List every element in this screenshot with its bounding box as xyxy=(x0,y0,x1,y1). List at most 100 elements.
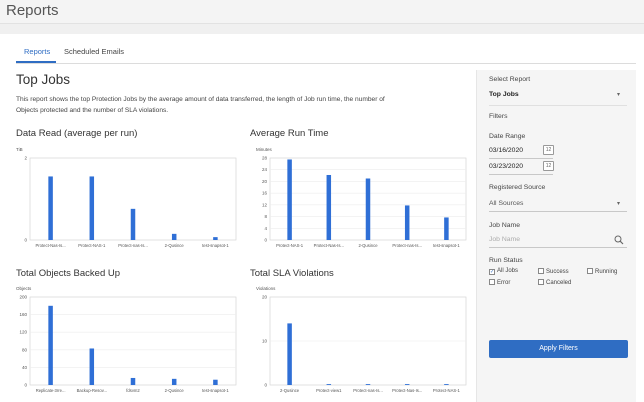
checkbox-icon xyxy=(538,268,544,274)
y-tick-label: 28 xyxy=(262,156,268,161)
chart-title-sla-violations: Total SLA Violations xyxy=(250,268,334,279)
checkbox-icon xyxy=(489,279,495,285)
chart-title-objects: Total Objects Backed Up xyxy=(16,268,121,279)
date-from-input[interactable]: 03/16/2020 xyxy=(489,147,524,154)
page-title: Top Jobs xyxy=(16,72,71,87)
tab-reports[interactable]: Reports xyxy=(24,47,51,56)
unit-label: TiB xyxy=(16,147,23,152)
bar xyxy=(365,384,371,385)
x-tick-label: 2-Qusince xyxy=(165,388,185,393)
divider xyxy=(489,105,627,106)
x-tick-label: Protect-Nas-Is... xyxy=(314,243,344,248)
y-tick-label: 4 xyxy=(264,226,267,231)
y-tick-label: 0 xyxy=(264,383,267,388)
bar xyxy=(365,178,371,240)
y-tick-label: 120 xyxy=(19,330,27,335)
x-tick-label: 2-Qusince xyxy=(358,243,378,248)
bar xyxy=(213,237,218,240)
y-tick-label: 160 xyxy=(19,312,27,317)
y-tick-label: 0 xyxy=(264,238,267,243)
status-all-jobs-checkbox[interactable]: ✓ All Jobs xyxy=(489,268,518,275)
x-tick-label: Backup-Resov... xyxy=(77,388,107,393)
run-status-label: Run Status xyxy=(489,257,523,264)
chart-title-data-read: Data Read (average per run) xyxy=(16,128,138,139)
status-error-checkbox[interactable]: Error xyxy=(489,279,510,286)
checkbox-icon xyxy=(587,268,593,274)
x-tick-label: Replicate-3rre... xyxy=(36,388,66,393)
bar xyxy=(48,305,53,385)
app-title: Reports xyxy=(6,2,59,19)
chart-run-time: Minutes 0 4 8 12 16 20 24 28 Protect-NAS-1 Protect… xyxy=(256,147,467,248)
top-bar: Reports xyxy=(0,0,644,24)
date-from-underline xyxy=(489,158,553,159)
main-content: Reports Scheduled Emails Top Jobs This r… xyxy=(0,34,644,402)
x-tick-label: Protect-NAS-1 xyxy=(433,388,461,393)
calendar-icon[interactable]: 12 xyxy=(543,161,554,171)
x-tick-label: Protect-NAS-1 xyxy=(78,243,106,248)
unit-label: Objects xyxy=(16,286,32,291)
status-label: All Jobs xyxy=(497,268,519,274)
bar xyxy=(213,379,218,385)
status-canceled-checkbox[interactable]: Canceled xyxy=(538,279,571,286)
status-label: Error xyxy=(497,280,511,286)
status-running-checkbox[interactable]: Running xyxy=(587,268,617,275)
status-label: Running xyxy=(595,269,618,275)
registered-source-dropdown[interactable]: All Sources xyxy=(489,200,524,207)
y-tick-label: 20 xyxy=(262,179,268,184)
tab-scheduled-emails[interactable]: Scheduled Emails xyxy=(64,47,125,56)
date-range-label: Date Range xyxy=(489,133,526,140)
x-tick-label: Protect-view1 xyxy=(316,388,342,393)
calendar-icon[interactable]: 12 xyxy=(543,145,554,155)
x-tick-label: fdsvm2 xyxy=(126,388,140,393)
checkmark-icon: ✓ xyxy=(489,269,495,275)
status-label: Canceled xyxy=(546,280,572,286)
status-label: Success xyxy=(546,269,569,275)
bar xyxy=(130,377,136,385)
status-success-checkbox[interactable]: Success xyxy=(538,268,569,275)
unit-label: Violations xyxy=(256,286,276,291)
date-to-underline xyxy=(489,174,553,175)
y-tick-label: 80 xyxy=(22,347,28,352)
y-tick-label: 200 xyxy=(19,295,27,300)
bar xyxy=(89,176,95,240)
bar xyxy=(326,384,332,385)
select-report-dropdown[interactable]: Top Jobs xyxy=(489,91,519,98)
job-name-underline xyxy=(489,247,627,248)
y-tick-label: 0 xyxy=(24,383,27,388)
checkbox-icon xyxy=(538,279,544,285)
x-tick-label: Protect-nas-Is... xyxy=(392,243,422,248)
chart-title-run-time: Average Run Time xyxy=(250,128,329,139)
registered-source-label: Registered Source xyxy=(489,184,546,191)
search-icon[interactable] xyxy=(614,235,624,245)
apply-filters-button[interactable]: Apply Filters xyxy=(489,340,628,358)
y-tick-label: 24 xyxy=(262,167,268,172)
chart-data-read: TiB 0 2 Protect-Nas-Is... Protect-NAS-1 Prote… xyxy=(16,147,237,248)
plot-area xyxy=(29,296,237,386)
chart-sla-violations: Violations 0 10 20 2-Qusince Protect-view1 Pro… xyxy=(256,286,467,393)
unit-label: Minutes xyxy=(256,147,273,152)
job-name-input[interactable]: Job Name xyxy=(489,236,520,243)
y-tick-label: 40 xyxy=(22,365,28,370)
report-description: This report shows the top Protection Job… xyxy=(16,96,385,114)
active-tab-indicator xyxy=(16,61,56,63)
y-tick-label: 2 xyxy=(24,156,27,161)
x-tick-label: test-snapsot-1 xyxy=(202,388,229,393)
date-to-input[interactable]: 03/23/2020 xyxy=(489,163,524,170)
x-tick-label: 2-Qusince xyxy=(280,388,300,393)
x-tick-label: Protect-nas-Is... xyxy=(118,243,148,248)
filter-panel: Select Report Top Jobs ▾ Filters Date Ra… xyxy=(476,70,636,402)
bar xyxy=(287,159,292,240)
y-tick-label: 10 xyxy=(262,339,268,344)
bar xyxy=(48,176,53,240)
x-tick-label: Protect-Nas-Is... xyxy=(392,388,422,393)
x-tick-label: Protect-NAS-1 xyxy=(276,243,304,248)
x-tick-label: Protect-Nas-Is... xyxy=(35,243,65,248)
chevron-down-icon[interactable]: ▾ xyxy=(617,201,621,207)
x-tick-label: Protect-nas-Is... xyxy=(353,388,383,393)
bar xyxy=(326,174,332,240)
chevron-down-icon[interactable]: ▾ xyxy=(617,92,621,98)
y-tick-label: 20 xyxy=(262,295,268,300)
bar xyxy=(287,323,292,385)
filters-section-title: Filters xyxy=(489,113,508,120)
bar xyxy=(171,233,177,240)
